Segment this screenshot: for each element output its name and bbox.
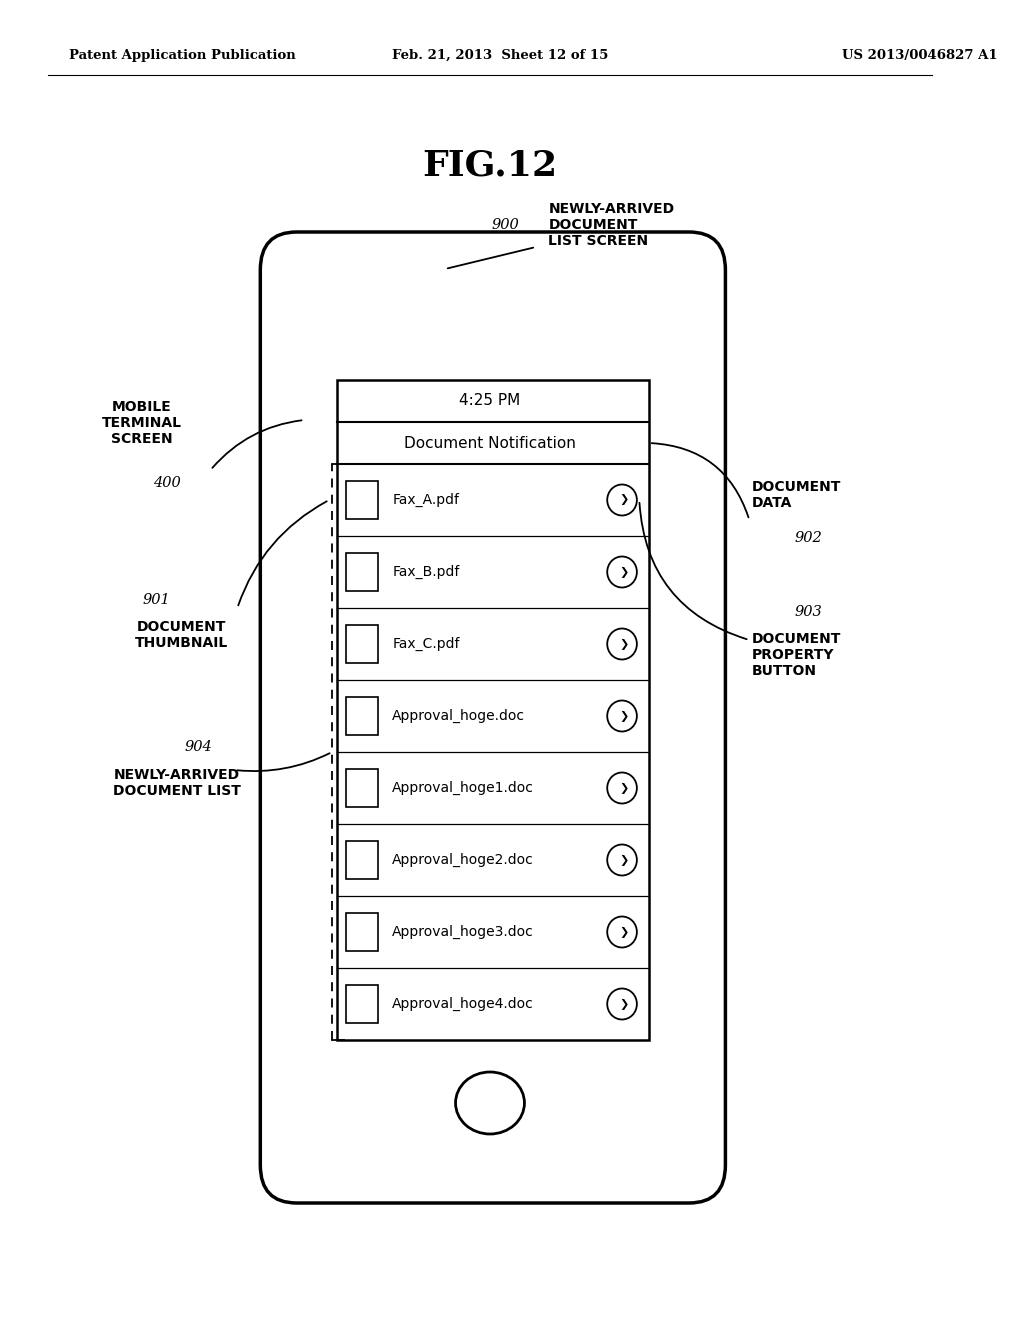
- Text: Approval_hoge3.doc: Approval_hoge3.doc: [392, 925, 535, 939]
- Text: ❯: ❯: [618, 639, 628, 649]
- Bar: [346, 913, 378, 950]
- Text: Approval_hoge4.doc: Approval_hoge4.doc: [392, 997, 535, 1011]
- Text: 4:25 PM: 4:25 PM: [460, 393, 520, 408]
- Text: NEWLY-ARRIVED
DOCUMENT
LIST SCREEN: NEWLY-ARRIVED DOCUMENT LIST SCREEN: [549, 202, 675, 248]
- Text: Document Notification: Document Notification: [404, 436, 575, 450]
- Text: 902: 902: [795, 531, 822, 545]
- Text: Approval_hoge1.doc: Approval_hoge1.doc: [392, 781, 535, 795]
- Bar: [346, 626, 378, 663]
- Text: ❯: ❯: [618, 495, 628, 506]
- Circle shape: [607, 989, 637, 1019]
- Text: Fax_A.pdf: Fax_A.pdf: [392, 492, 460, 507]
- Text: DOCUMENT
THUMBNAIL: DOCUMENT THUMBNAIL: [135, 620, 228, 651]
- Bar: [346, 697, 378, 735]
- Text: 400: 400: [154, 477, 181, 490]
- Text: 904: 904: [184, 741, 212, 754]
- Text: ❯: ❯: [618, 710, 628, 722]
- Bar: [346, 985, 378, 1023]
- Circle shape: [607, 916, 637, 948]
- Text: ❯: ❯: [618, 927, 628, 937]
- Text: US 2013/0046827 A1: US 2013/0046827 A1: [842, 49, 997, 62]
- Bar: [346, 553, 378, 591]
- Bar: [346, 770, 378, 807]
- Text: Approval_hoge2.doc: Approval_hoge2.doc: [392, 853, 535, 867]
- Text: ❯: ❯: [618, 854, 628, 866]
- Text: FIG.12: FIG.12: [423, 148, 557, 182]
- Text: Fax_B.pdf: Fax_B.pdf: [392, 565, 460, 579]
- Text: DOCUMENT
PROPERTY
BUTTON: DOCUMENT PROPERTY BUTTON: [752, 632, 841, 678]
- Circle shape: [607, 845, 637, 875]
- Text: 901: 901: [142, 593, 170, 607]
- FancyBboxPatch shape: [260, 232, 725, 1203]
- Circle shape: [607, 772, 637, 804]
- Text: MOBILE
TERMINAL
SCREEN: MOBILE TERMINAL SCREEN: [101, 400, 181, 446]
- Text: DOCUMENT
DATA: DOCUMENT DATA: [752, 480, 841, 510]
- Text: ❯: ❯: [618, 566, 628, 578]
- Text: Patent Application Publication: Patent Application Publication: [69, 49, 296, 62]
- Circle shape: [607, 484, 637, 516]
- Text: 903: 903: [795, 605, 822, 619]
- Circle shape: [607, 701, 637, 731]
- Text: 900: 900: [492, 218, 519, 232]
- Ellipse shape: [456, 1072, 524, 1134]
- Circle shape: [607, 628, 637, 660]
- Text: ❯: ❯: [618, 998, 628, 1010]
- Text: NEWLY-ARRIVED
DOCUMENT LIST: NEWLY-ARRIVED DOCUMENT LIST: [113, 768, 241, 799]
- Text: Fax_C.pdf: Fax_C.pdf: [392, 638, 460, 651]
- Text: Feb. 21, 2013  Sheet 12 of 15: Feb. 21, 2013 Sheet 12 of 15: [392, 49, 608, 62]
- Text: ❯: ❯: [618, 783, 628, 793]
- Bar: [346, 841, 378, 879]
- Bar: [337, 380, 649, 1040]
- Text: Approval_hoge.doc: Approval_hoge.doc: [392, 709, 525, 723]
- Circle shape: [607, 557, 637, 587]
- Bar: [346, 482, 378, 519]
